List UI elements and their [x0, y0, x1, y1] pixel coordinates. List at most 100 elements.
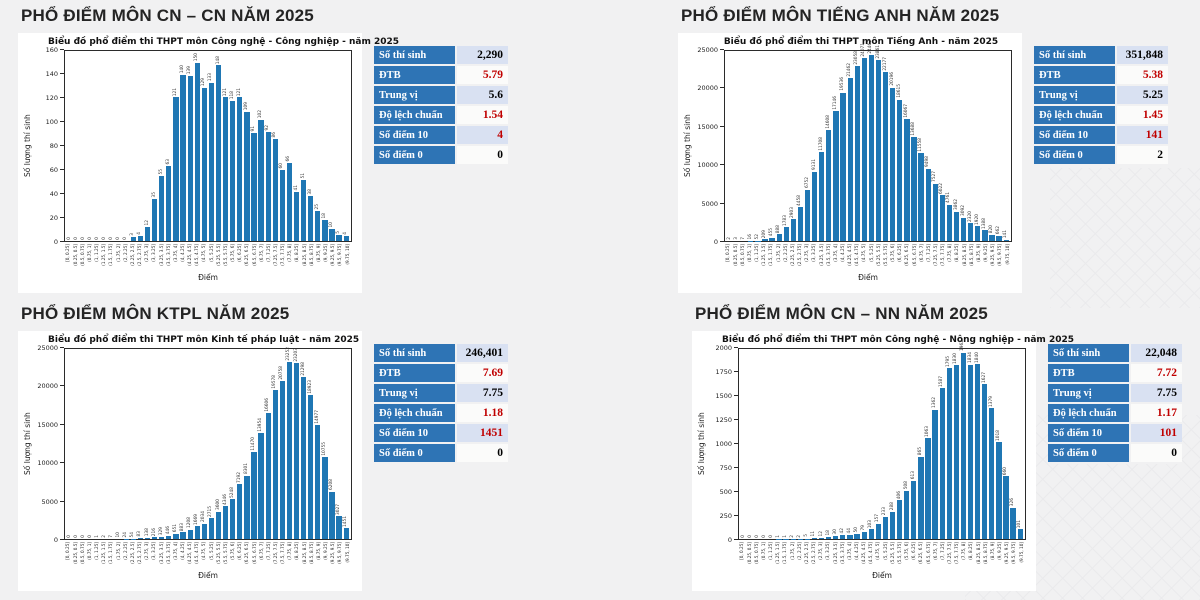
- stat-label: Số thí sinh: [1034, 46, 1117, 66]
- x-tick-label: (2, 2.25]: [796, 542, 802, 560]
- bar: [265, 131, 271, 241]
- bar-slot: 1840: [974, 349, 981, 539]
- bar-slot: 3600: [215, 349, 222, 539]
- stats-table: Số thí sinh 246,401 ĐTB 7.69 Trung vị 7.75 Độ …: [374, 344, 508, 464]
- bar: [301, 377, 307, 539]
- bar: [868, 55, 875, 241]
- bar-slot: 121: [172, 51, 179, 241]
- x-tick: (5.5, 5.75]: [896, 542, 903, 569]
- bar-value-label: 3: [130, 233, 136, 236]
- y-tick-mark: [60, 423, 64, 425]
- bar-value-label: 0: [80, 236, 86, 240]
- x-tick: (4.75, 5]: [201, 244, 208, 271]
- bar: [897, 99, 903, 241]
- x-tick: (8, 8.25]: [294, 244, 301, 271]
- y-tick-label: 10000: [37, 459, 58, 468]
- bar-value-label: 1834: [967, 352, 973, 364]
- x-tick-label: (9.5, 9.75]: [997, 244, 1003, 266]
- stats-table: Số thí sinh 22,048 ĐTB 7.72 Trung vị 7.75 Độ l…: [1048, 344, 1182, 464]
- bar: [975, 226, 981, 241]
- x-tick: (8.5, 8.75]: [308, 244, 315, 271]
- stat-label: ĐTB: [1048, 363, 1131, 384]
- bar-value-label: 0: [768, 534, 774, 538]
- y-tick-mark: [734, 371, 738, 372]
- y-tick-label: 1750: [715, 368, 732, 376]
- quadrant-cn-nn: PHỔ ĐIỂM MÔN CN – NN NĂM 2025 Biểu đồ ph…: [692, 302, 1200, 591]
- bar-value-label: 101: [1017, 519, 1023, 528]
- bar-slot: 102: [258, 51, 265, 241]
- bar: [904, 490, 910, 539]
- bar-value-label: 6022: [939, 182, 945, 194]
- x-tick-label: (8.25, 8.5]: [961, 244, 967, 266]
- bar-value-label: 19536: [839, 77, 845, 92]
- x-tick-label: (6.5, 6.75]: [911, 244, 917, 266]
- bar-slot: 4458: [797, 51, 804, 241]
- chart-panel: Biểu đồ phổ điểm thi THPT môn Công nghệ …: [692, 331, 1074, 591]
- bar-value-label: 21298: [300, 361, 306, 376]
- bar-value-label: 92: [265, 124, 271, 131]
- x-tick: (3.75, 4]: [172, 542, 179, 569]
- bar-slot: 0: [80, 349, 87, 539]
- bar: [137, 236, 144, 241]
- bar-value-label: 1962: [960, 340, 966, 352]
- x-tick: (6.5, 6.75]: [911, 244, 918, 271]
- bar: [315, 211, 321, 241]
- bar: [208, 83, 215, 241]
- chart-panel: Biểu đồ phổ điểm thi THPT môn Tiếng Anh …: [678, 33, 1022, 293]
- x-tick-label: (6.5, 6.75]: [925, 542, 931, 564]
- x-tick: (1.5, 1.75]: [782, 542, 789, 569]
- stat-row: Độ lệch chuẩn 1.18: [374, 403, 508, 424]
- bar-value-label: 138: [144, 528, 150, 537]
- y-tick-mark: [720, 49, 724, 50]
- bar: [286, 362, 293, 539]
- x-tick: (4, 4.25]: [840, 244, 847, 271]
- bar: [989, 408, 995, 539]
- x-tick-label: (3.25, 3.5]: [818, 244, 824, 266]
- bar-slot: 38: [307, 51, 314, 241]
- bar: [818, 537, 825, 539]
- x-tick-label: (8, 8.25]: [968, 542, 974, 560]
- bar-slot: 157: [875, 349, 882, 539]
- stat-label: ĐTB: [1034, 65, 1117, 86]
- bar-value-label: 109: [243, 101, 249, 111]
- bar-slot: 101: [1017, 349, 1024, 539]
- bar-value-label: 0: [747, 534, 753, 538]
- x-tick-label: (3.75, 4]: [846, 542, 852, 560]
- bar-slot: 0: [94, 51, 101, 241]
- x-tick-label: (9.75, 10]: [1018, 542, 1024, 563]
- x-tick: (9, 9.25]: [983, 244, 990, 271]
- x-tick: (0.5, 0.75]: [753, 542, 760, 569]
- bar: [989, 234, 995, 241]
- x-tick: (2, 2.25]: [796, 542, 803, 569]
- bar-slot: 18923: [307, 349, 314, 539]
- x-tick: (2.5, 2.75]: [137, 542, 144, 569]
- x-tick: (9, 9.25]: [323, 542, 330, 569]
- x-tick: (4.25, 4.5]: [861, 542, 868, 569]
- x-tick: (6.25, 6.5]: [904, 244, 911, 271]
- y-tick-label: 500: [719, 488, 732, 496]
- bar-slot: 18: [321, 51, 328, 241]
- bar-value-label: 326: [1009, 498, 1015, 507]
- bar: [875, 59, 882, 241]
- bar: [826, 129, 832, 241]
- stat-row: Độ lệch chuẩn 1.45: [1034, 105, 1168, 126]
- x-tick: (9, 9.25]: [323, 244, 330, 271]
- chart-title: Biểu đồ phổ điểm thi THPT môn Công nghệ …: [722, 335, 1074, 345]
- stat-row: ĐTB 5.79: [374, 65, 508, 86]
- bar-slot: 12: [818, 349, 825, 539]
- stat-row: ĐTB 7.72: [1048, 363, 1182, 384]
- bar-value-label: 7192: [236, 471, 242, 483]
- x-tick: (7.25, 7.5]: [273, 244, 280, 271]
- x-tick-label: (7.75, 8]: [287, 244, 293, 262]
- bar: [308, 195, 314, 241]
- bar-value-label: 86: [272, 131, 278, 138]
- bar: [932, 409, 938, 539]
- x-tick-label: (4, 4.25]: [839, 244, 845, 262]
- bar-slot: 329: [158, 349, 165, 539]
- bar-slot: 406: [896, 349, 903, 539]
- bar-slot: 0: [80, 51, 87, 241]
- x-tick-label: (3.25, 3.5]: [832, 542, 838, 564]
- bar: [882, 72, 889, 241]
- x-tick-label: (0.5, 0.75]: [739, 244, 745, 266]
- stat-value: 7.75: [456, 383, 508, 404]
